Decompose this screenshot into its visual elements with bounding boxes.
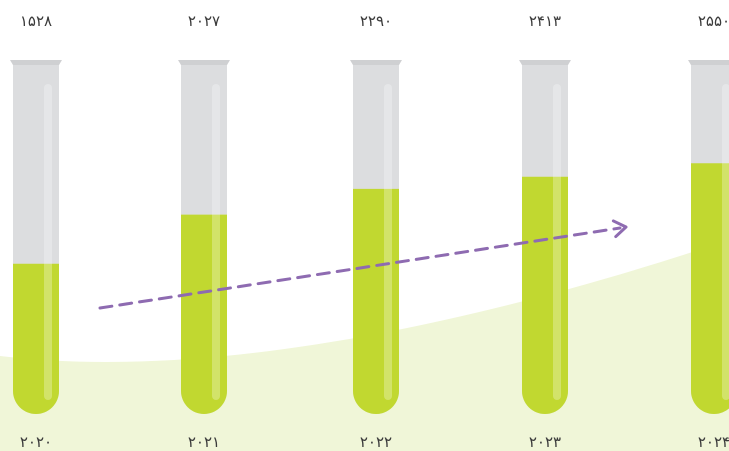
- tube-highlight: [553, 84, 561, 400]
- tube-1: [178, 60, 230, 414]
- trend-arrow-head: [611, 219, 628, 239]
- tube-rim: [350, 60, 402, 65]
- tube-0: [10, 60, 62, 414]
- bar-fill: [691, 163, 729, 414]
- tube-rim: [178, 60, 230, 65]
- value-label: ۲۴۱۳: [529, 12, 561, 30]
- tube-4: [688, 60, 729, 414]
- tube-highlight: [722, 84, 729, 400]
- trend-arrow: [98, 219, 628, 310]
- tube-rim: [688, 60, 729, 65]
- category-label: ۲۰۲۱: [188, 433, 220, 451]
- tube-3: [519, 60, 571, 414]
- value-label: ۲۲۹۰: [360, 12, 392, 30]
- value-label: ۲۰۲۷: [188, 12, 220, 30]
- category-label: ۲۰۲۳: [529, 433, 561, 451]
- tube-rim: [10, 60, 62, 65]
- tube-rim: [519, 60, 571, 65]
- tube-highlight: [212, 84, 220, 400]
- category-label: ۲۰۲۲: [360, 433, 392, 451]
- category-label: ۲۰۲۰: [20, 433, 52, 451]
- trend-arrow-line: [98, 226, 622, 310]
- tube-highlight: [44, 84, 52, 400]
- bar-fill: [353, 188, 399, 414]
- category-label: ۲۰۲۴: [698, 433, 729, 451]
- bar-fill: [522, 176, 568, 414]
- bar-fill: [181, 214, 227, 414]
- labels-layer: ۱۵۲۸ ۲۰۲۰ ۲۰۲۷ ۲۰۲۱ ۲۲۹۰ ۲۰۲۲ ۲۴۱۳ ۲۰۲۳ ۲۵۵۰ ۲۰۲۴: [20, 12, 729, 451]
- bar-fill: [13, 263, 59, 414]
- tube-highlight: [384, 84, 392, 400]
- value-label: ۱۵۲۸: [20, 12, 52, 30]
- tube-2: [350, 60, 402, 414]
- tubes-layer: [10, 60, 729, 414]
- value-label: ۲۵۵۰: [698, 12, 729, 30]
